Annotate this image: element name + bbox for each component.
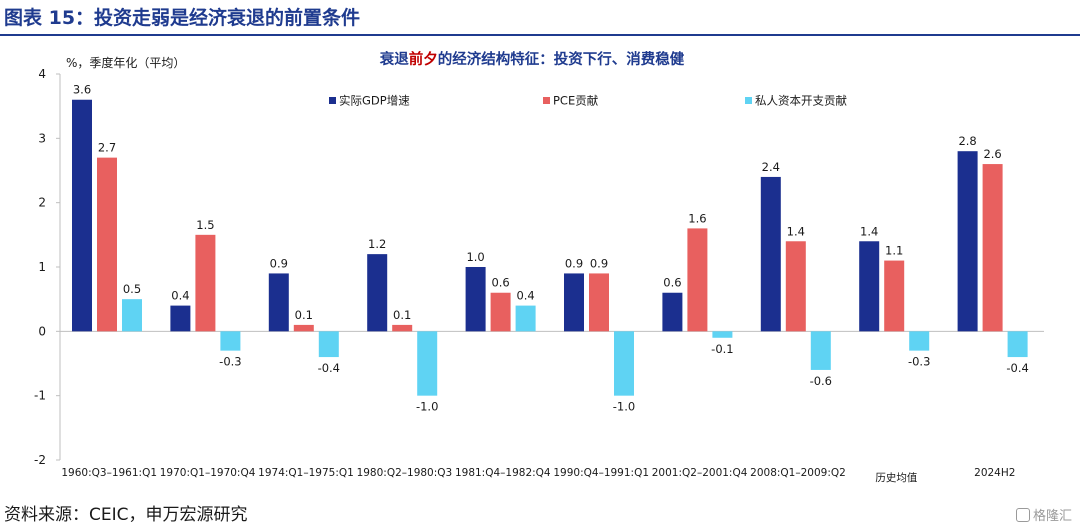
chart-title: 衰退前夕的经济结构特征：投资下行、消费稳健: [379, 50, 685, 68]
data-label: 1.4: [787, 224, 805, 238]
bar-private_investment: [515, 305, 536, 332]
legend-swatch-private_investment: [745, 97, 752, 104]
bar-pce: [785, 241, 806, 332]
x-tick-label: 2024H2: [974, 467, 1015, 479]
source-note: 资料来源：CEIC，申万宏源研究: [4, 505, 248, 525]
bar-private_investment: [318, 331, 339, 358]
data-label: -0.6: [810, 374, 832, 388]
bar-private_investment: [122, 299, 142, 332]
x-tick-label: 历史均值: [875, 471, 917, 484]
bar-gdp: [465, 267, 486, 332]
legend-swatch-gdp: [329, 97, 336, 104]
chart-title-part-3: 的经济结构特征：投资下行、消费稳健: [438, 50, 685, 68]
data-label: -1.0: [416, 400, 438, 414]
data-label: 1.2: [368, 237, 386, 251]
x-tick-label: 1980:Q2–1980:Q3: [357, 467, 453, 479]
x-tick-label: 2008:Q1–2009:Q2: [750, 467, 846, 479]
data-label: -1.0: [613, 400, 635, 414]
data-label: 1.4: [860, 224, 878, 238]
bar-pce: [982, 164, 1003, 332]
watermark-text: 格隆汇: [1032, 509, 1072, 524]
data-label: 0.1: [393, 308, 411, 322]
data-label: -0.1: [711, 342, 733, 356]
bar-gdp: [170, 305, 191, 332]
data-label: 2.7: [98, 141, 116, 155]
data-label: -0.4: [1006, 361, 1028, 375]
chart-title-highlight: 前夕: [409, 50, 438, 68]
bar-pce: [195, 234, 216, 332]
data-label: -0.3: [219, 355, 241, 369]
data-label: 1.1: [885, 244, 903, 258]
chart-title-part-1: 衰退: [379, 50, 409, 68]
data-label: 0.4: [516, 289, 534, 303]
bar-private_investment: [909, 331, 930, 351]
bar-pce: [97, 157, 117, 332]
bar-pce: [687, 228, 708, 332]
bar-gdp: [662, 292, 683, 332]
data-label: 0.9: [565, 256, 583, 270]
legend: 实际GDP增速 PCE贡献 私人资本开支贡献: [329, 94, 847, 108]
bar-gdp: [760, 176, 781, 332]
watermark-logo-icon: [1015, 508, 1030, 522]
y-tick-label: 2: [38, 196, 46, 210]
bar-gdp: [859, 241, 880, 332]
bar-pce: [293, 324, 314, 332]
bar-pce: [589, 273, 609, 332]
y-axis-label: %，季度年化（平均）: [66, 55, 185, 70]
x-tick-label: 1970:Q1–1970:Q4: [160, 467, 256, 479]
bar-gdp: [268, 273, 289, 332]
data-label: 2.8: [958, 134, 976, 148]
data-label: 0.9: [270, 256, 288, 270]
figure-title: 图表 15：投资走弱是经济衰退的前置条件: [4, 7, 361, 29]
bar-gdp: [957, 151, 978, 332]
bars-group: 3.6 0.4 0.9 1.2 1.0 0.9 0.6 2.4 1.4 2.8 2.7 1.5 0.1 0…: [72, 83, 1029, 414]
bar-pce: [392, 324, 413, 332]
bar-gdp: [72, 99, 92, 332]
data-label: 0.6: [663, 276, 681, 290]
data-label: 1.0: [466, 250, 484, 264]
y-tick-label: 3: [38, 131, 46, 145]
data-label: 1.6: [688, 211, 706, 225]
bar-private_investment: [810, 331, 831, 370]
data-label: -0.3: [908, 355, 930, 369]
bar-gdp: [564, 273, 584, 332]
legend-swatch-pce: [543, 97, 550, 104]
data-label: 2.4: [762, 160, 780, 174]
bar-pce: [490, 292, 511, 332]
legend-label: 实际GDP增速: [339, 94, 410, 108]
data-label: 0.6: [491, 276, 509, 290]
bar-private_investment: [220, 331, 241, 351]
x-tick-label: 1981:Q4–1982:Q4: [455, 467, 551, 479]
data-label: 0.9: [590, 256, 608, 270]
x-tick-label: 1990:Q4–1991:Q1: [553, 467, 649, 479]
data-label: 0.5: [123, 282, 141, 296]
y-tick-label: 0: [38, 324, 46, 338]
data-label: 3.6: [73, 83, 91, 97]
watermark: 格隆汇: [1015, 505, 1072, 524]
x-tick-label: 2001:Q2–2001:Q4: [652, 467, 748, 479]
data-label: 0.1: [295, 308, 313, 322]
y-tick-label: -1: [34, 389, 46, 403]
data-label: -0.4: [318, 361, 340, 375]
data-label: 2.6: [983, 147, 1001, 161]
legend-label: PCE贡献: [553, 94, 599, 108]
data-label: 0.4: [171, 289, 189, 303]
title-divider: [0, 34, 1080, 36]
x-tick-label: 1960:Q3–1961:Q1: [61, 467, 157, 479]
legend-label: 私人资本开支贡献: [755, 94, 847, 108]
bar-private_investment: [1007, 331, 1028, 358]
y-tick-label: 1: [38, 260, 46, 274]
x-tick-label: 1974:Q1–1975:Q1: [258, 467, 354, 479]
y-tick-label: -2: [34, 453, 46, 467]
bar-private_investment: [417, 331, 438, 396]
y-tick-label: 4: [38, 67, 46, 81]
bar-private_investment: [614, 331, 634, 396]
bar-pce: [884, 260, 905, 332]
data-label: 1.5: [196, 218, 214, 232]
bar-private_investment: [712, 331, 733, 338]
bar-gdp: [367, 254, 388, 332]
